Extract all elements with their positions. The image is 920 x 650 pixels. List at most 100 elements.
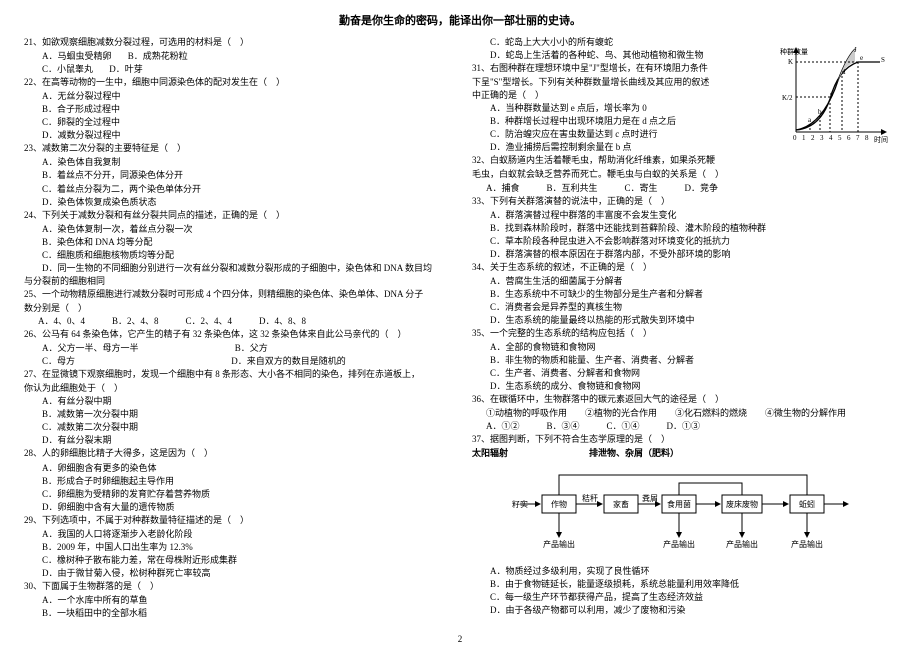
q29-a: A．我国的人口将逐渐步入老龄化阶段 — [42, 528, 193, 541]
q23-c: C．着丝点分裂为二，两个染色单体分开 — [42, 183, 201, 196]
q28-b: B．形成合子时卵细胞起主导作用 — [42, 475, 174, 488]
growth-curve-chart: 种群数量 时间 K K/2 J S a b c d e 012 345 678 — [780, 44, 890, 144]
svg-text:d: d — [842, 68, 846, 76]
q22-c: C．卵裂的全过程中 — [42, 116, 120, 129]
svg-text:S: S — [881, 56, 885, 64]
svg-text:3: 3 — [820, 134, 824, 142]
q26-c: C．母方 — [42, 355, 75, 368]
svg-text:产品输出: 产品输出 — [663, 539, 695, 549]
q27-a3: C．减数第二次分裂中期 — [42, 421, 138, 434]
q29-b: B．2009 年，中国人口出生率为 12.3% — [42, 541, 193, 554]
q33-a: A．群落演替过程中群落的丰富度不会发生变化 — [490, 209, 677, 222]
svg-text:b: b — [818, 108, 822, 116]
svg-text:5: 5 — [838, 134, 842, 142]
q30: 30、下面属于生物群落的是（ ） — [24, 580, 448, 593]
page-number: 2 — [458, 634, 463, 644]
q30-c: C．蛇岛上大大小小的所有蝮蛇 — [490, 36, 613, 49]
svg-text:秸秆: 秸秆 — [582, 493, 598, 503]
q26-b: B．父方 — [235, 342, 268, 355]
q25-opts: A．4、0、4 B．2、4、8 C．2、4、4 D．4、8、8 — [24, 315, 448, 328]
svg-text:8: 8 — [865, 134, 869, 142]
q32: 32、白蚁肠道内生活着鞭毛虫，帮助消化纤维素，如果杀死鞭 — [472, 154, 896, 167]
q21-a: A．马蛔虫受精卵 — [42, 50, 112, 63]
q36-o1: ①动植物的呼吸作用 ②植物的光合作用 ③化石燃料的燃烧 ④微生物的分解作用 — [472, 407, 896, 420]
svg-text:产品输出: 产品输出 — [543, 539, 575, 549]
q30-d: D．蛇岛上生活着的各种蛇、鸟、其他动植物和微生物 — [490, 49, 704, 62]
q36: 36、在碳循环中，生物群落中的碳元素返回大气的途径是（ ） — [472, 393, 896, 406]
svg-text:籽实: 籽实 — [512, 499, 528, 509]
q29-c: C．橡树种子散布能力差，常在母株附近形成集群 — [42, 554, 237, 567]
q37-c: C．每一级生产环节都获得产品，提高了生态经济效益 — [490, 591, 703, 604]
q21-b: B．成熟花粉粒 — [128, 50, 188, 63]
q26-a: A．父方一半、母方一半 — [42, 342, 139, 355]
q37-a: A．物质经过多级利用，实现了良性循环 — [490, 565, 650, 578]
svg-text:J: J — [854, 46, 857, 54]
svg-text:种群数量: 种群数量 — [780, 47, 808, 56]
svg-text:作物: 作物 — [551, 499, 567, 509]
q30-b: B．一块稻田中的全部水稻 — [42, 607, 147, 620]
q37-d: D．由于各级产物都可以利用，减少了废物和污染 — [490, 604, 686, 617]
q31-a1: A．当种群数量达到 e 点后，增长率为 0 — [490, 102, 647, 115]
q34-c: C．消费者会是异养型的真核生物 — [490, 301, 622, 314]
svg-text:1: 1 — [802, 134, 806, 142]
svg-text:时间: 时间 — [874, 135, 888, 144]
q35-b: B．非生物的物质和能量、生产者、消费者、分解者 — [490, 354, 694, 367]
svg-text:产品输出: 产品输出 — [726, 539, 758, 549]
svg-text:食用菌: 食用菌 — [667, 499, 691, 509]
q23-d: D．染色体恢复成染色质状态 — [42, 196, 157, 209]
svg-text:家畜: 家畜 — [613, 499, 629, 509]
q33-d: D．群落演替的根本原因在于群落内部，不受外部环境的影响 — [490, 248, 731, 261]
q28-d: D．卵细胞中含有大量的遗传物质 — [42, 501, 175, 514]
q24-d: D．同一生物的不同细胞分别进行一次有丝分裂和减数分裂形成的子细胞中，染色体和 D… — [42, 262, 432, 275]
svg-text:7: 7 — [856, 134, 860, 142]
q35-a: A．全部的食物链和食物网 — [490, 341, 596, 354]
q22: 22、在高等动物的一生中，细胞中同源染色体的配对发生在（ ） — [24, 76, 448, 89]
q24: 24、下列关于减数分裂和有丝分裂共同点的描述，正确的是（ ） — [24, 209, 448, 222]
svg-text:4: 4 — [829, 134, 833, 142]
q21-c: C．小鼠睾丸 — [42, 63, 93, 76]
q31-a3: C．防治蝗灾应在害虫数量达到 c 点时进行 — [490, 128, 658, 141]
q34-d: D．生态系统的能量最终以热能的形式散失到环境中 — [490, 314, 695, 327]
svg-text:e: e — [860, 54, 863, 62]
q22-a: A．无丝分裂过程中 — [42, 90, 121, 103]
svg-text:K: K — [788, 58, 793, 66]
q27: 27、在显微镜下观察细胞时，发现一个细胞中有 8 条形态、大小各不相同的染色，排… — [24, 368, 448, 381]
q36-o2: A．①② B．③④ C．①④ D．①③ — [472, 420, 896, 433]
svg-text:废床废物: 废床废物 — [726, 499, 758, 509]
q27-a1: A．有丝分裂中期 — [42, 395, 112, 408]
q34: 34、关于生态系统的叙述，不正确的是（ ） — [472, 261, 896, 274]
q23: 23、减数第二次分裂的主要特征是（ ） — [24, 142, 448, 155]
q31-a2: B．种群增长过程中出现环境阻力是在 d 点之后 — [490, 115, 676, 128]
svg-text:c: c — [830, 90, 833, 98]
svg-text:产品输出: 产品输出 — [791, 539, 823, 549]
q32-b: 毛虫，白蚁就会缺乏营养而死亡。鞭毛虫与白蚁的关系是（ ） — [472, 168, 896, 181]
svg-text:6: 6 — [847, 134, 851, 142]
q33-c: C．草本阶段各种昆虫进入不会影响群落对环境变化的抵抗力 — [490, 235, 730, 248]
q25: 25、一个动物精原细胞进行减数分裂时可形成 4 个四分体，则精细胞的染色体、染色… — [24, 288, 448, 301]
q23-b: B．着丝点不分开，同源染色体分开 — [42, 169, 183, 182]
q22-d: D．减数分裂过程中 — [42, 129, 121, 142]
q33-b: B．找到森林阶段时，群落中还能找到苔藓阶段、灌木阶段的植物种群 — [490, 222, 766, 235]
svg-text:2: 2 — [811, 134, 815, 142]
q29: 29、下列选项中，不属于对种群数量特征描述的是（ ） — [24, 514, 448, 527]
svg-text:粪屑: 粪屑 — [642, 493, 658, 503]
content-columns: 21、如欲观察细胞减数分裂过程，可选用的材料是（ ） A．马蛔虫受精卵 B．成熟… — [24, 36, 896, 620]
q32-opts: A．捕食 B．互利共生 C．寄生 D．竞争 — [472, 182, 896, 195]
q33: 33、下列有关群落演替的说法中，正确的是（ ） — [472, 195, 896, 208]
flow-diagram: 籽实 作物 秸秆 家畜 粪屑 食用菌 废床废物 蚯蚓 产品输出 产品输出 产品输… — [512, 465, 852, 557]
q37: 37、据图判断，下列不符合生态学原理的是（ ） — [472, 433, 896, 446]
q21: 21、如欲观察细胞减数分裂过程，可选用的材料是（ ） — [24, 36, 448, 49]
q27-a2: B．减数第一次分裂中期 — [42, 408, 138, 421]
q24-c: C．细胞质和细胞核物质均等分配 — [42, 249, 174, 262]
page-title: 勤奋是你生命的密码，能译出你一部壮丽的史诗。 — [24, 12, 896, 28]
q28-c: C．卵细胞为受精卵的发育贮存着营养物质 — [42, 488, 210, 501]
q24-d2: 与分裂前的细胞相同 — [24, 275, 448, 288]
q35-d: D．生态系统的成分、食物链和食物网 — [490, 380, 641, 393]
q30-a: A．一个水库中所有的草鱼 — [42, 594, 148, 607]
q34-b: B．生态系统中不可缺少的生物部分是生产者和分解者 — [490, 288, 703, 301]
q34-a: A．营腐生生活的细菌属于分解者 — [490, 275, 623, 288]
q31-a4: D．渔业捕捞后需控制剩余量在 b 点 — [490, 141, 632, 154]
svg-text:蚯蚓: 蚯蚓 — [799, 499, 815, 509]
svg-text:K/2: K/2 — [782, 94, 793, 102]
svg-text:0: 0 — [793, 134, 797, 142]
